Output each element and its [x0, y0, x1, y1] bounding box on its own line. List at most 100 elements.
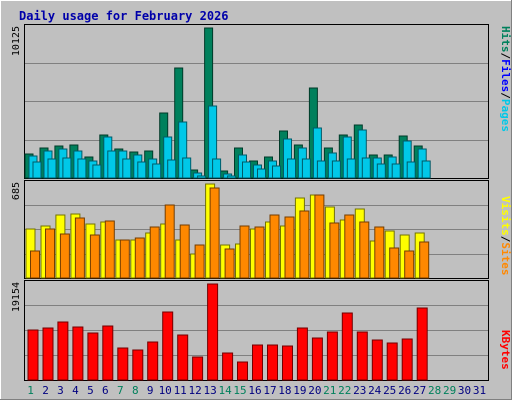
bar-pages-day-10 [167, 159, 177, 179]
day-label-30: 30 [458, 384, 471, 397]
bar-kbytes-day-5 [87, 332, 99, 381]
day-label-6: 6 [102, 384, 109, 397]
bar-pages-day-20 [316, 160, 326, 179]
bar-kbytes-day-23 [356, 331, 368, 381]
bar-kbytes-day-6 [102, 325, 114, 381]
day-label-21: 21 [323, 384, 336, 397]
bar-pages-day-23 [361, 157, 371, 179]
day-label-3: 3 [57, 384, 64, 397]
day-label-13: 13 [203, 384, 216, 397]
day-label-26: 26 [398, 384, 411, 397]
panel-bottom-ymax-label: 19154 [11, 282, 22, 312]
bar-sites-day-14 [224, 248, 235, 279]
day-label-10: 10 [159, 384, 172, 397]
chart-panels: 10125 685 19154 [11, 24, 489, 381]
bar-sites-day-17 [269, 214, 280, 279]
day-label-15: 15 [233, 384, 246, 397]
bar-pages-day-24 [376, 163, 386, 179]
day-label-1: 1 [27, 384, 34, 397]
bar-kbytes-day-20 [311, 337, 323, 381]
day-label-24: 24 [368, 384, 382, 397]
bar-pages-day-4 [77, 158, 87, 179]
legend-top: Hits/Files/Pages [499, 26, 512, 132]
legend-middle: Visits/Sites [499, 196, 512, 276]
bar-pages-day-21 [331, 160, 341, 179]
bar-kbytes-day-13 [207, 283, 219, 381]
bar-pages-day-13 [212, 158, 222, 179]
day-label-8: 8 [132, 384, 139, 397]
bar-kbytes-day-16 [252, 344, 263, 381]
bar-kbytes-day-17 [267, 344, 278, 381]
bar-sites-day-13 [209, 187, 220, 279]
bar-kbytes-day-26 [401, 338, 413, 381]
bar-pages-day-9 [152, 163, 162, 179]
bar-pages-day-5 [92, 164, 102, 179]
bar-kbytes-day-21 [326, 331, 338, 381]
bar-sites-day-6 [104, 220, 115, 279]
day-label-16: 16 [248, 384, 261, 397]
bar-kbytes-day-25 [386, 342, 398, 381]
panel-top-ymax-label: 10125 [11, 26, 22, 56]
bar-pages-day-25 [391, 163, 401, 179]
day-label-19: 19 [293, 384, 306, 397]
bar-kbytes-day-24 [371, 339, 383, 381]
series-legend: Hits/Files/Pages Visits/Sites KBytes [499, 26, 512, 370]
bar-kbytes-day-4 [72, 326, 84, 381]
day-label-4: 4 [72, 384, 79, 397]
bar-pages-day-6 [107, 150, 117, 179]
bar-sites-day-10 [164, 204, 175, 279]
bar-kbytes-day-3 [57, 321, 69, 381]
bar-sites-day-9 [149, 226, 160, 279]
bar-kbytes-day-12 [192, 356, 204, 381]
bar-kbytes-day-11 [177, 334, 189, 381]
bar-pages-day-27 [421, 160, 431, 179]
bar-sites-day-8 [134, 237, 145, 279]
day-label-22: 22 [338, 384, 351, 397]
day-label-7: 7 [117, 384, 124, 397]
bar-sites-day-2 [45, 228, 55, 279]
day-label-25: 25 [383, 384, 396, 397]
day-label-28: 28 [428, 384, 441, 397]
bar-sites-day-1 [30, 250, 40, 279]
bar-pages-day-12 [197, 175, 207, 179]
bar-sites-day-5 [89, 234, 100, 279]
bar-sites-day-18 [284, 216, 295, 279]
day-label-17: 17 [263, 384, 276, 397]
panel-top: 10125 [11, 24, 489, 179]
bar-pages-day-18 [287, 158, 296, 179]
bar-sites-day-19 [299, 210, 310, 279]
bar-sites-day-16 [254, 226, 265, 279]
bar-kbytes-day-19 [296, 327, 308, 381]
bar-sites-day-3 [59, 233, 70, 279]
bar-sites-day-20 [314, 194, 325, 279]
bar-sites-day-22 [344, 214, 355, 279]
chart-title: Daily usage for February 2026 [19, 9, 229, 23]
bar-pages-day-19 [301, 158, 311, 179]
bar-sites-day-25 [389, 247, 400, 279]
panel-bottom: 19154 [11, 280, 489, 381]
day-label-12: 12 [188, 384, 201, 397]
bar-pages-day-2 [47, 158, 57, 179]
panel-middle: 685 [11, 180, 489, 279]
bar-sites-day-27 [419, 241, 430, 279]
bar-kbytes-day-18 [282, 345, 293, 381]
bar-sites-day-11 [179, 224, 190, 279]
panel-middle-ymax-label: 685 [11, 182, 22, 200]
bar-kbytes-day-7 [117, 347, 129, 381]
day-label-14: 14 [218, 384, 232, 397]
bar-kbytes-day-9 [147, 341, 159, 381]
legend-bottom: KBytes [499, 330, 512, 370]
bar-pages-day-1 [32, 161, 42, 179]
bar-kbytes-day-10 [162, 311, 174, 381]
bar-sites-day-24 [374, 226, 385, 279]
bar-pages-day-7 [122, 158, 132, 179]
bar-kbytes-day-15 [237, 361, 248, 381]
day-label-23: 23 [353, 384, 366, 397]
bar-pages-day-15 [242, 161, 251, 179]
day-label-20: 20 [308, 384, 321, 397]
bar-pages-day-14 [227, 175, 237, 179]
day-label-18: 18 [278, 384, 291, 397]
bar-pages-day-8 [137, 161, 147, 179]
